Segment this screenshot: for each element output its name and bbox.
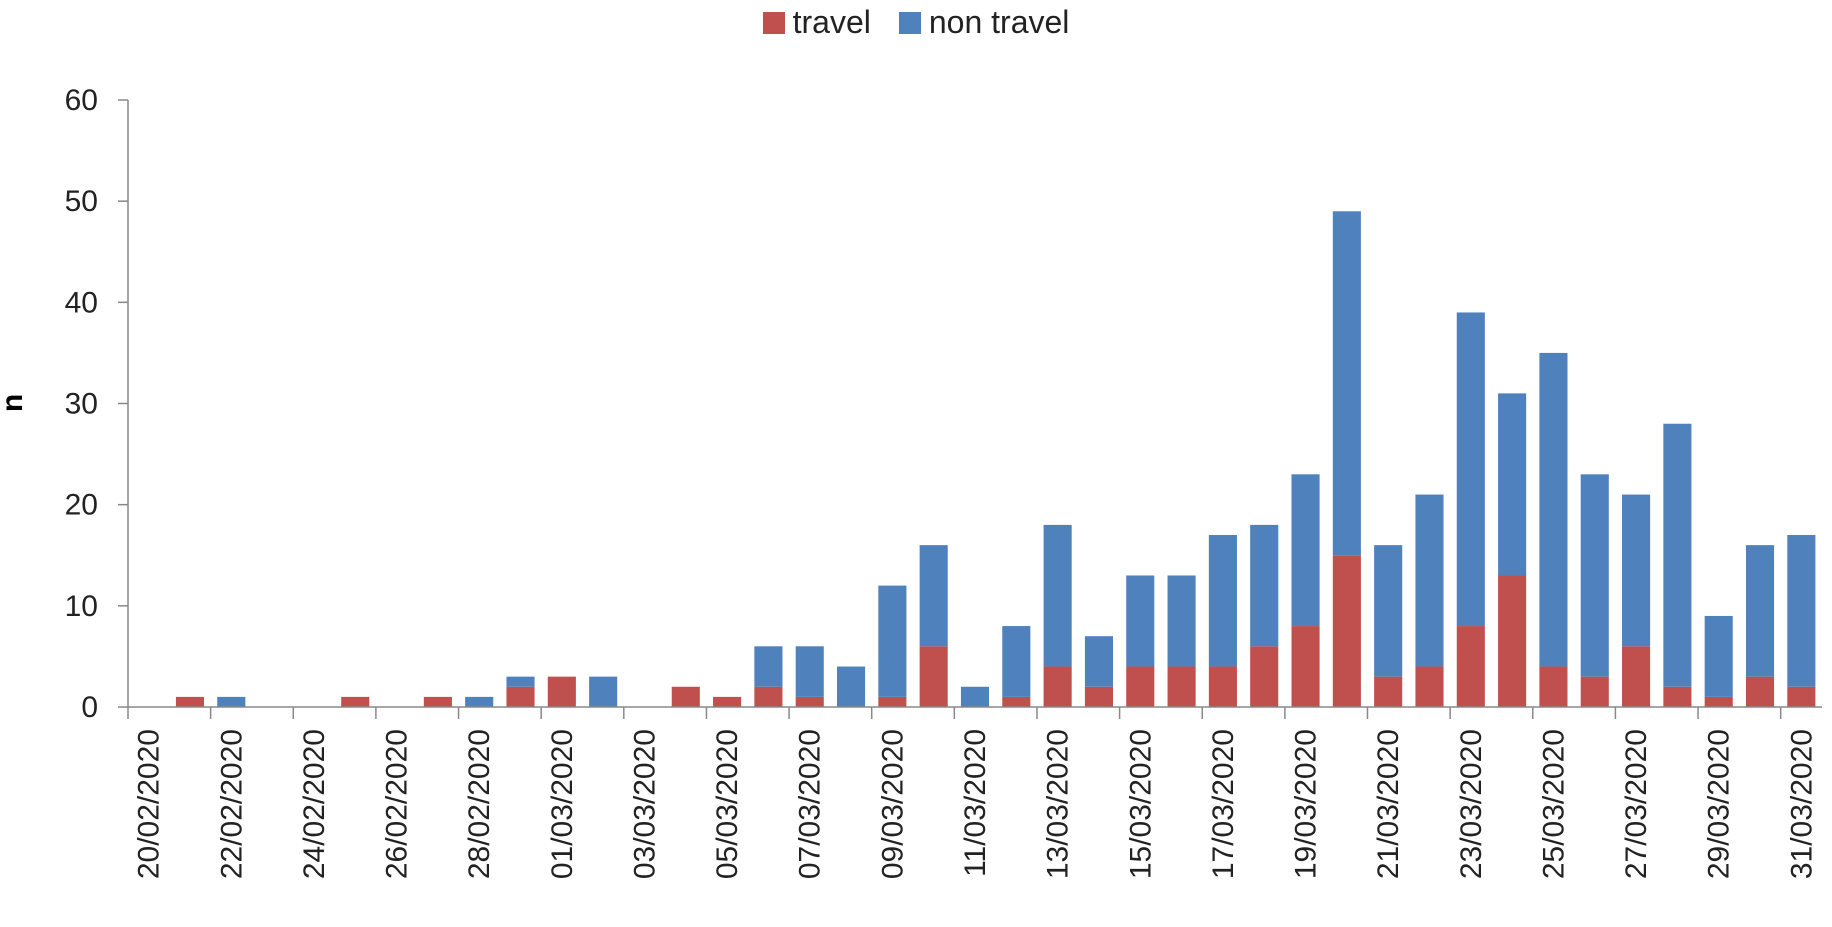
bar-travel-35 — [1580, 676, 1609, 707]
bar-non-travel-9 — [506, 676, 535, 687]
bar-travel-7 — [423, 696, 452, 707]
bar-travel-33 — [1498, 575, 1527, 707]
bar-travel-27 — [1250, 646, 1279, 707]
y-tick-label-0: 0 — [81, 691, 98, 724]
bar-travel-9 — [506, 686, 535, 707]
bar-non-travel-22 — [1043, 524, 1072, 667]
legend-label-travel: travel — [792, 4, 871, 40]
bar-travel-34 — [1539, 666, 1568, 707]
legend-item-travel: travel — [762, 4, 871, 41]
bar-travel-5 — [341, 696, 370, 707]
y-axis-label: n — [0, 394, 29, 412]
bar-travel-29 — [1332, 555, 1361, 707]
bar-non-travel-16 — [795, 646, 824, 697]
legend-label-non-travel: non travel — [928, 4, 1070, 40]
x-tick-label-11: 13/03/2020 — [1042, 729, 1075, 879]
bar-travel-10 — [547, 676, 576, 707]
bar-travel-16 — [795, 696, 824, 707]
x-tick-label-17: 25/03/2020 — [1537, 729, 1570, 879]
bar-non-travel-38 — [1704, 615, 1733, 697]
bar-non-travel-2 — [217, 696, 246, 707]
bar-travel-28 — [1291, 626, 1320, 707]
x-tick-label-18: 27/03/2020 — [1620, 729, 1653, 879]
bar-non-travel-17 — [837, 666, 866, 707]
bar-travel-24 — [1126, 666, 1155, 707]
bar-non-travel-40 — [1787, 535, 1816, 687]
x-tick-label-1: 22/02/2020 — [215, 729, 248, 879]
bar-non-travel-35 — [1580, 474, 1609, 677]
legend: travel non travel — [0, 4, 1832, 41]
legend-item-non-travel: non travel — [898, 4, 1070, 41]
x-tick-label-13: 17/03/2020 — [1207, 729, 1240, 879]
bar-non-travel-21 — [1002, 626, 1031, 697]
bar-non-travel-28 — [1291, 474, 1320, 627]
bar-travel-26 — [1208, 666, 1237, 707]
bar-non-travel-8 — [465, 696, 494, 707]
x-tick-label-0: 20/02/2020 — [133, 729, 166, 879]
x-tick-label-16: 23/03/2020 — [1455, 729, 1488, 879]
bar-travel-22 — [1043, 666, 1072, 707]
y-tick-label-10: 10 — [65, 590, 98, 623]
x-tick-label-15: 21/03/2020 — [1372, 729, 1405, 879]
bar-non-travel-31 — [1415, 494, 1444, 667]
legend-swatch-non-travel — [898, 11, 921, 34]
bar-travel-36 — [1622, 646, 1651, 707]
bar-non-travel-25 — [1167, 575, 1196, 667]
bar-travel-39 — [1745, 676, 1775, 707]
bar-travel-14 — [713, 696, 742, 707]
y-tick-label-60: 60 — [65, 84, 98, 117]
x-tick-label-20: 31/03/2020 — [1785, 729, 1818, 879]
y-tick-label-20: 20 — [65, 489, 98, 522]
legend-swatch-travel — [762, 11, 785, 34]
bar-travel-18 — [878, 696, 907, 707]
bar-non-travel-19 — [919, 545, 948, 647]
bar-non-travel-37 — [1663, 423, 1692, 687]
bar-non-travel-15 — [754, 646, 783, 687]
y-tick-label-30: 30 — [65, 388, 98, 421]
bar-non-travel-29 — [1332, 211, 1361, 556]
bar-non-travel-27 — [1250, 524, 1279, 647]
bar-non-travel-39 — [1745, 545, 1775, 677]
bar-non-travel-18 — [878, 585, 907, 697]
x-tick-label-9: 09/03/2020 — [876, 729, 909, 879]
y-tick-label-50: 50 — [65, 185, 98, 218]
plot-area: 0 10 20 30 40 50 60 20/02/2020 22/02/2020 24/02/2… — [65, 84, 1822, 879]
bar-travel-30 — [1374, 676, 1403, 707]
y-tick-label-40: 40 — [65, 286, 98, 319]
bar-non-travel-24 — [1126, 575, 1155, 667]
x-tick-label-12: 15/03/2020 — [1124, 729, 1157, 879]
x-tick-label-8: 07/03/2020 — [794, 729, 827, 879]
bar-travel-1 — [175, 696, 205, 707]
bar-non-travel-26 — [1208, 535, 1237, 667]
bar-travel-25 — [1167, 666, 1196, 707]
bar-non-travel-32 — [1456, 312, 1485, 627]
bar-non-travel-23 — [1084, 636, 1113, 687]
x-tick-label-14: 19/03/2020 — [1290, 729, 1323, 879]
bar-travel-32 — [1456, 626, 1485, 707]
bar-non-travel-11 — [589, 676, 618, 707]
bar-non-travel-34 — [1539, 352, 1568, 667]
bar-travel-21 — [1002, 696, 1031, 707]
x-tick-label-4: 28/02/2020 — [463, 729, 496, 879]
bar-travel-15 — [754, 686, 783, 707]
bar-non-travel-30 — [1374, 545, 1403, 677]
bar-travel-31 — [1415, 666, 1444, 707]
x-tick-label-6: 03/03/2020 — [628, 729, 661, 879]
bar-travel-38 — [1704, 696, 1733, 707]
bar-travel-37 — [1663, 686, 1692, 707]
bar-travel-23 — [1084, 686, 1113, 707]
bar-non-travel-33 — [1498, 393, 1527, 576]
bar-travel-13 — [671, 686, 700, 707]
x-tick-label-5: 01/03/2020 — [546, 729, 579, 879]
x-tick-label-10: 11/03/2020 — [959, 729, 992, 877]
x-tick-label-19: 29/03/2020 — [1703, 729, 1736, 879]
x-tick-label-3: 26/02/2020 — [381, 729, 414, 879]
bar-non-travel-20 — [960, 686, 990, 707]
bar-travel-19 — [919, 646, 948, 707]
bar-non-travel-36 — [1622, 494, 1651, 647]
x-tick-label-2: 24/02/2020 — [298, 729, 331, 879]
bar-travel-40 — [1787, 686, 1816, 707]
x-tick-label-7: 05/03/2020 — [711, 729, 744, 879]
